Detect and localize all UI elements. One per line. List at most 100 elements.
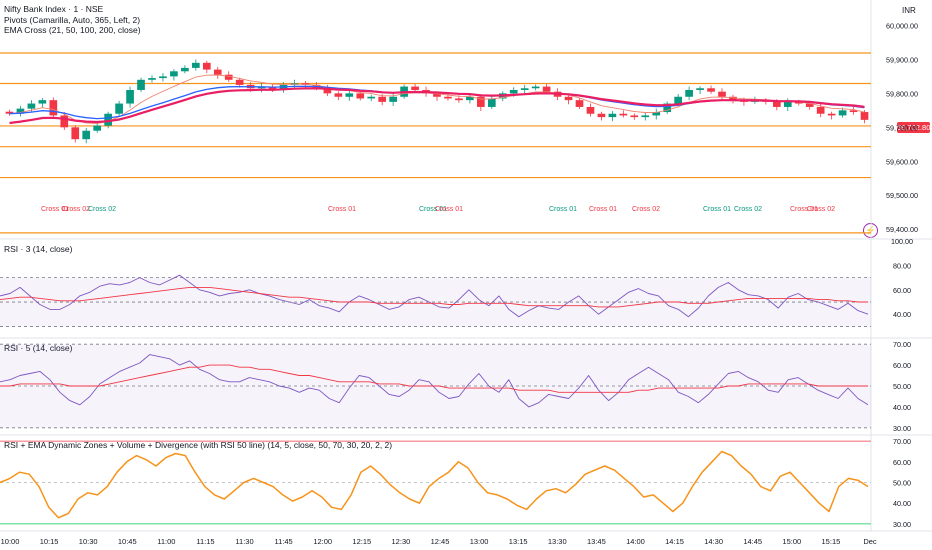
x-tick-label: Dec	[863, 537, 877, 546]
candle-body	[466, 96, 474, 101]
price-axis-label: 59,700.00	[886, 123, 918, 132]
x-tick-label: 10:30	[79, 537, 98, 546]
candle-body	[433, 93, 441, 97]
pivots-legend[interactable]: Pivots (Camarilla, Auto, 365, Left, 2)	[4, 14, 141, 25]
x-tick-label: 12:00	[313, 537, 332, 546]
cross-label: Cross 01	[589, 206, 617, 213]
candle-body	[115, 103, 123, 114]
cross-label: Cross 02	[632, 206, 660, 213]
ema-line	[9, 74, 865, 125]
rsi-ma-line	[0, 364, 868, 393]
candle-body	[696, 88, 704, 90]
symbol-title[interactable]: Nifty Bank Index · 1 · NSE	[4, 4, 104, 14]
rsi-line	[0, 274, 869, 318]
rsi-axis-label: 100.00	[891, 237, 913, 246]
candle-body	[531, 86, 540, 89]
cross-label: Cross 02	[734, 206, 762, 213]
x-tick-label: 13:45	[587, 537, 606, 546]
cross-label: Cross 01	[790, 206, 818, 213]
cross-label: Cross 02	[807, 206, 835, 213]
candle-body	[838, 110, 847, 116]
candle-body	[356, 93, 365, 99]
ema-line	[9, 87, 865, 125]
candle-body	[520, 88, 529, 90]
x-tick-label: 15:15	[822, 537, 841, 546]
candle-body	[729, 96, 737, 101]
x-tick-label: 13:00	[470, 537, 489, 546]
x-tick-label: 14:00	[626, 537, 645, 546]
rsi-axis-label: 40.00	[893, 403, 911, 412]
x-tick-label: 10:00	[1, 537, 20, 546]
candle-body	[323, 88, 332, 94]
cross-label: Cross 01	[435, 206, 463, 213]
candle-body	[597, 113, 606, 118]
candle-body	[5, 111, 14, 114]
cross-label: Cross 01	[419, 206, 447, 213]
candle-body	[389, 96, 397, 102]
price-axis-label: 59,500.00	[886, 191, 918, 200]
cross-label: Cross 01	[703, 206, 731, 213]
x-tick-label: 11:15	[196, 537, 214, 546]
rsi-line	[0, 354, 869, 408]
rsi-axis-label: 50.00	[893, 382, 911, 391]
candle-body	[641, 115, 650, 118]
x-tick-label: 14:45	[743, 537, 762, 546]
candle-body	[674, 96, 683, 104]
x-tick-label: 15:00	[782, 537, 801, 546]
ema-cross-legend[interactable]: EMA Cross (21, 50, 100, 200, close)	[4, 25, 141, 35]
x-tick-label: 12:45	[431, 537, 450, 546]
candle-body	[783, 101, 792, 107]
candle-body	[608, 113, 617, 118]
candle-body	[345, 93, 354, 97]
candle-body	[411, 86, 419, 90]
candle-body	[444, 96, 452, 99]
last-price-tag: 59,722.80	[897, 122, 931, 133]
candle-body	[575, 100, 584, 107]
candle-body	[224, 74, 233, 80]
candle-body	[104, 113, 112, 126]
cross-label: Cross 02	[88, 206, 116, 213]
rsi5-pane-title[interactable]: RSI · 5 (14, close)	[4, 343, 73, 353]
candle-body	[816, 106, 825, 114]
candle-body	[487, 98, 496, 107]
x-tick-label: 12:30	[392, 537, 411, 546]
rsi-axis-label: 60.00	[893, 361, 911, 370]
candle-body	[191, 62, 200, 68]
cross-label: Cross 02	[62, 206, 90, 213]
x-tick-label: 10:15	[40, 537, 59, 546]
candle-body	[71, 127, 80, 140]
candle-body	[707, 88, 715, 92]
rsi3-pane-title[interactable]: RSI · 3 (14, close)	[4, 244, 73, 254]
candle-body	[477, 96, 485, 107]
rsi-axis-label: 70.00	[893, 340, 911, 349]
candle-body	[564, 96, 573, 101]
candle-body	[663, 103, 672, 113]
x-tick-label: 12:15	[352, 537, 371, 546]
cross-label: Cross 01	[41, 206, 69, 213]
x-tick-label: 11:00	[157, 537, 175, 546]
x-tick-label: 11:30	[235, 537, 253, 546]
candle-body	[27, 103, 36, 109]
price-axis-label: 59,600.00	[886, 157, 918, 166]
candle-body	[60, 115, 69, 128]
cross-label: Cross 01	[549, 206, 577, 213]
rsi-ema-pane-title[interactable]: RSI + EMA Dynamic Zones + Volume + Diver…	[4, 440, 393, 450]
candle-body	[126, 89, 134, 104]
rsi-ma-line	[0, 286, 868, 308]
rsi-axis-label: 80.00	[893, 261, 911, 270]
price-axis-label: 59,800.00	[886, 89, 918, 98]
x-tick-label: 10:45	[118, 537, 137, 546]
candle-body	[805, 103, 814, 107]
candle-body	[619, 113, 628, 116]
candle-body	[268, 86, 277, 90]
currency-label: INR	[902, 6, 916, 15]
candle-body	[630, 115, 639, 118]
rsi-axis-label: 30.00	[893, 520, 911, 529]
x-tick-label: 11:45	[275, 537, 293, 546]
cross-label: Cross 01	[328, 206, 356, 213]
rsi-line	[0, 450, 869, 519]
candle-body	[49, 100, 58, 116]
candle-body	[827, 113, 836, 116]
candle-body	[794, 101, 803, 104]
